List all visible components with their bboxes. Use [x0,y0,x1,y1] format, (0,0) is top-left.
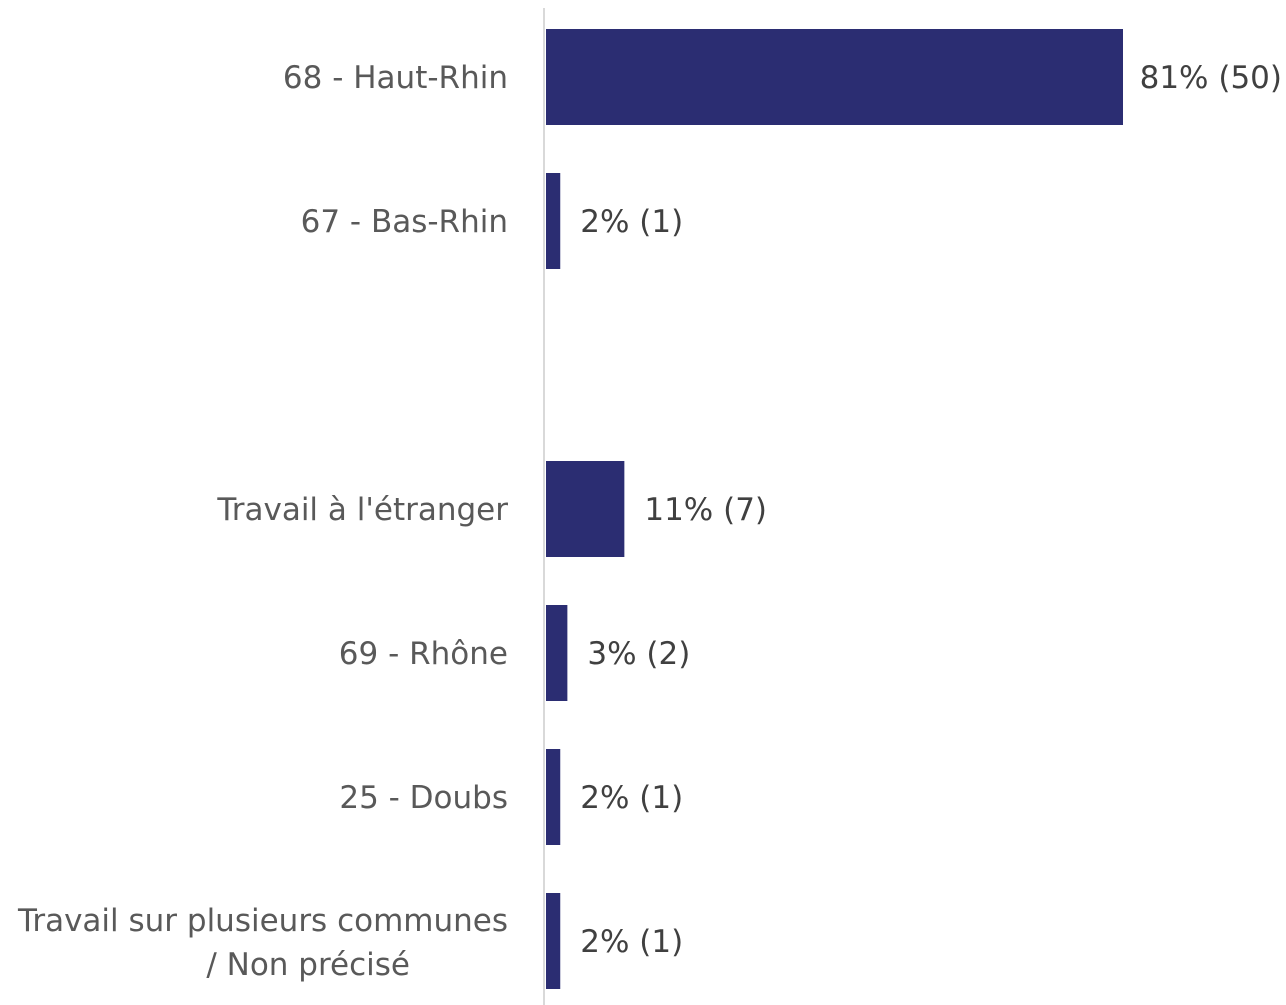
bar [546,173,561,269]
category-label: 69 - Rhône [339,636,508,672]
value-label: 11% (7) [644,492,767,528]
category-label: Travail sur plusieurs communes / Non préc… [17,903,508,983]
bar [546,461,625,557]
value-label: 81% (50) [1140,60,1282,96]
bar [546,605,568,701]
value-label: 2% (1) [580,780,683,816]
value-label: 2% (1) [580,924,683,960]
value-label: 2% (1) [580,204,683,240]
bar [546,893,561,989]
value-label: 3% (2) [587,636,690,672]
category-label: 25 - Doubs [339,780,508,816]
category-label: 68 - Haut-Rhin [283,60,508,96]
bar [546,749,561,845]
category-label: Travail à l'étranger [216,492,508,528]
category-label: 67 - Bas-Rhin [301,204,508,240]
bars-layer [546,29,1123,989]
bar [546,29,1123,125]
labels-layer: 68 - Haut-Rhin 81% (50) 67 - Bas-Rhin 2% (1… [17,60,1282,983]
